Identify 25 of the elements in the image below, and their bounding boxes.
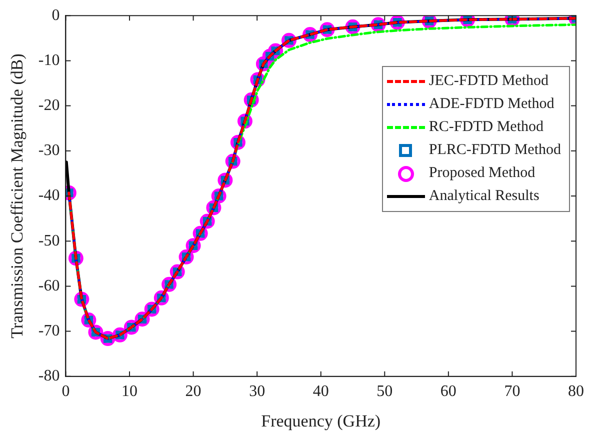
y-tick-label: -80: [38, 368, 60, 385]
x-tick-label: 30: [249, 383, 266, 400]
legend-label: RC-FDTD Method: [428, 118, 544, 138]
x-tick-label: 70: [504, 383, 520, 400]
legend-label: PLRC-FDTD Method: [428, 141, 561, 160]
y-tick-label: -60: [38, 277, 60, 294]
y-tick-label: -30: [38, 142, 60, 160]
legend-label: Proposed Method: [428, 164, 536, 184]
x-tick-label: 20: [185, 383, 202, 400]
y-tick-label: -20: [38, 97, 60, 114]
x-tick-label: 10: [122, 383, 138, 400]
legend-label: Analytical Results: [428, 187, 540, 206]
legend-label: ADE-FDTD Method: [428, 95, 554, 114]
y-tick-label: -50: [38, 232, 60, 250]
x-tick-label: 50: [376, 383, 393, 400]
x-tick-label: 80: [568, 383, 584, 400]
y-axis-title: Transmission Coefficient Magnitude (dB): [8, 54, 27, 338]
x-tick-label: 60: [440, 383, 456, 400]
y-tick-label: -10: [38, 52, 60, 69]
x-axis-title: Frequency (GHz): [261, 411, 381, 430]
y-tick-label: -70: [38, 322, 60, 340]
x-tick-label: 40: [312, 383, 329, 400]
y-tick-label: 0: [52, 6, 60, 24]
y-tick-label: -40: [38, 187, 60, 204]
legend-label: JEC-FDTD Method: [428, 72, 548, 92]
